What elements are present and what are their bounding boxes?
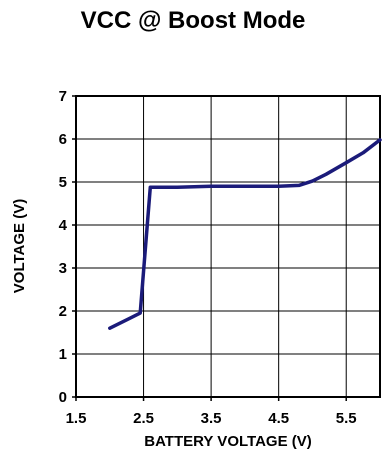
y-tick-label: 4 <box>59 217 68 234</box>
y-tick-label: 7 <box>59 88 67 105</box>
x-axis-label: BATTERY VOLTAGE (V) <box>144 433 312 450</box>
x-tick-label: 2.5 <box>133 410 154 427</box>
y-tick-label: 1 <box>59 346 67 363</box>
y-axis-label: VOLTAGE (V) <box>11 199 28 293</box>
y-tick-label: 5 <box>59 174 67 191</box>
grid-layer <box>76 96 380 397</box>
series-layer <box>108 138 382 330</box>
y-tick-label: 2 <box>59 303 67 320</box>
x-tick-label: 1.5 <box>66 410 87 427</box>
y-tick-label: 6 <box>59 131 67 148</box>
plot-frame <box>75 95 381 398</box>
series-line <box>108 138 382 330</box>
y-tick-label: 0 <box>59 389 67 406</box>
tick-layer: 1.5 2.5 3.5 4.5 5.5 0 1 2 3 4 5 6 7 <box>59 88 357 427</box>
x-tick-label: 4.5 <box>268 410 289 427</box>
chart-title: VCC @ Boost Mode <box>81 7 306 34</box>
x-tick-label: 3.5 <box>201 410 222 427</box>
x-tick-label: 5.5 <box>336 410 357 427</box>
y-tick-label: 3 <box>59 260 67 277</box>
